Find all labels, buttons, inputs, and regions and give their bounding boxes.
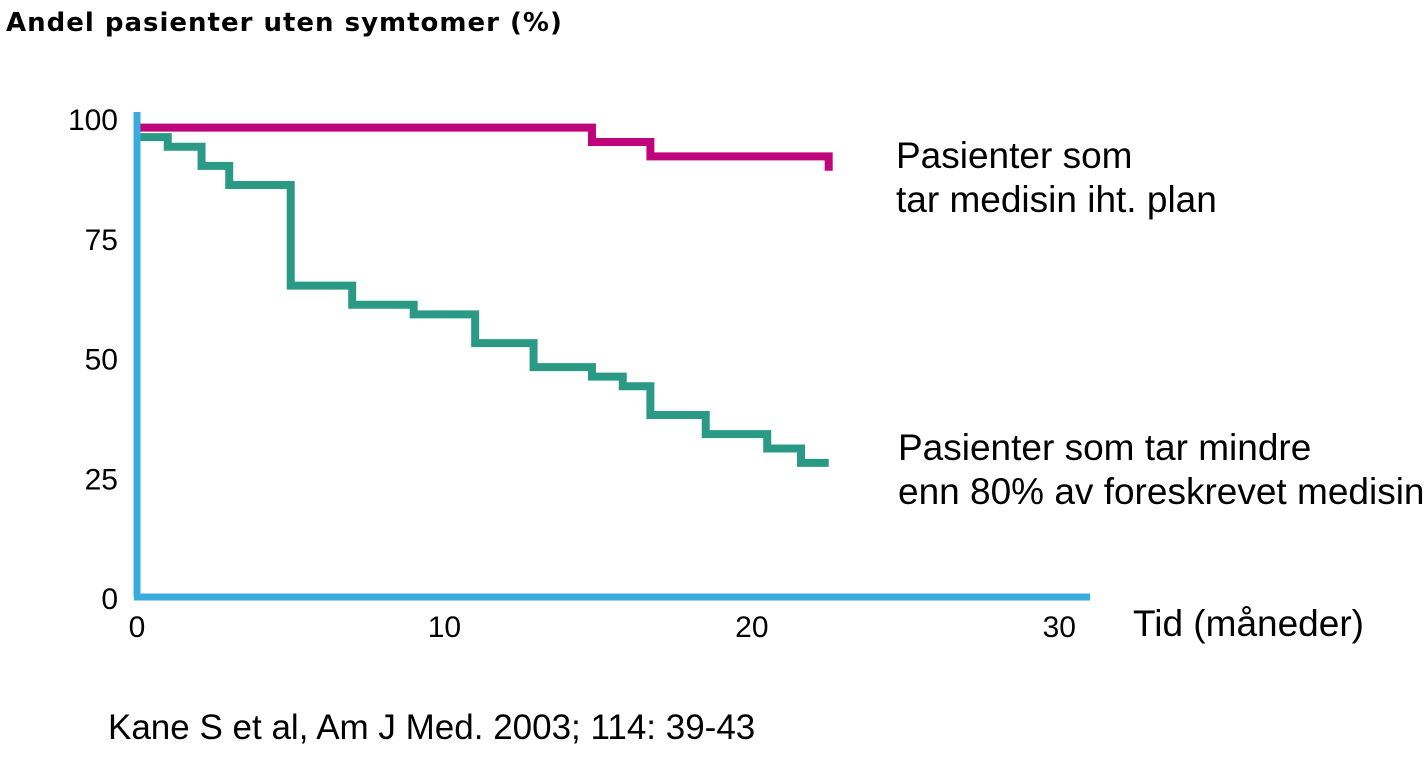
y-tick-label: 0 <box>101 583 118 616</box>
series-label-adherent: Pasienter som tar medisin iht. plan <box>896 134 1217 222</box>
x-tick-label: 0 <box>129 611 146 644</box>
series-label-adherent-line2: tar medisin iht. plan <box>896 179 1217 220</box>
y-tick-label: 100 <box>68 104 118 137</box>
x-tick-label: 20 <box>735 611 768 644</box>
series-label-nonadherent-line2: enn 80% av foreskrevet medisin <box>898 471 1425 512</box>
source-citation: Kane S et al, Am J Med. 2003; 114: 39-43 <box>108 708 756 747</box>
y-tick-label: 50 <box>85 344 118 377</box>
series-line-0 <box>137 123 833 171</box>
series-label-nonadherent-line1: Pasienter som tar mindre <box>898 427 1312 468</box>
x-tick-label: 30 <box>1043 611 1076 644</box>
series-line-1 <box>137 133 829 467</box>
series-label-nonadherent: Pasienter som tar mindre enn 80% av fore… <box>898 426 1425 514</box>
y-tick-label: 75 <box>85 224 118 257</box>
y-axis-title: Andel pasienter uten symtomer (%) <box>6 8 563 38</box>
series-label-adherent-line1: Pasienter som <box>896 135 1133 176</box>
x-axis-title: Tid (måneder) <box>1133 603 1364 644</box>
y-tick-label: 25 <box>85 463 118 496</box>
x-tick-label: 10 <box>428 611 461 644</box>
